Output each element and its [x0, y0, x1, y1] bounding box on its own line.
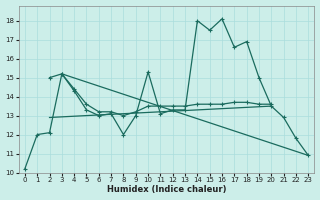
X-axis label: Humidex (Indice chaleur): Humidex (Indice chaleur) — [107, 185, 226, 194]
